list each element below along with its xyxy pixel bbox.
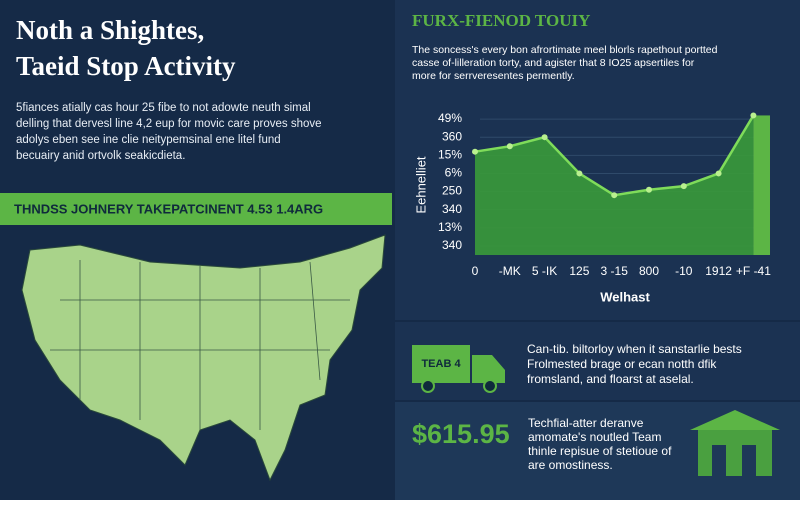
truck-text: fromsland, and floarst at aselal.	[527, 372, 694, 386]
x-tick-label: +F -41	[736, 264, 771, 278]
chart-subtitle: The soncess's every bon afrortimate meel…	[412, 44, 718, 56]
banner-bg	[0, 193, 392, 225]
title: Noth a Shightes,	[16, 15, 204, 45]
map-borders	[50, 260, 350, 430]
chart-title: FURX-FIENOD TOUIY	[412, 11, 590, 30]
building-icon	[690, 410, 780, 476]
x-tick-label: -MK	[499, 264, 521, 278]
area	[475, 115, 754, 255]
point	[576, 170, 583, 177]
x-tick-label: 800	[639, 264, 659, 278]
x-tick-label: -10	[675, 264, 693, 278]
point	[472, 148, 478, 155]
y-tick-label: 360	[442, 129, 462, 143]
x-tick-label: 0	[472, 264, 479, 278]
chart-subtitle: more for serrveresentes permently.	[412, 70, 575, 82]
truck-badge: TEAB 4	[421, 358, 461, 370]
point	[646, 186, 652, 193]
point	[715, 170, 722, 177]
price-text: amomate's noutled Team	[528, 430, 661, 444]
point	[506, 143, 513, 150]
truck-text: Frolmested brage or ecan notth dfik	[527, 357, 717, 371]
y-tick-label: 340	[442, 238, 462, 252]
x-tick-label: 3 -15	[601, 264, 629, 278]
x-tick-label: 1912	[705, 264, 732, 278]
x-tick-label: 125	[569, 264, 589, 278]
y-tick-label: 250	[442, 184, 462, 198]
title: Taeid Stop Activity	[16, 51, 236, 81]
y-tick-label: 340	[442, 202, 462, 216]
y-axis-label: Eehnelliet	[413, 156, 428, 213]
price-text: Techfial-atter deranve	[528, 416, 644, 430]
point	[611, 192, 618, 199]
price-text: thinle repisue of stetioue of	[528, 444, 672, 458]
y-tick-label: 13%	[438, 220, 462, 234]
us-map	[21, 234, 386, 482]
intro-text: delling that dervesl line 4,2 eup for mo…	[16, 118, 322, 130]
truck-text: Can-tib. biltorloy when it sanstarlie be…	[527, 342, 742, 356]
x-axis-label: Welhast	[600, 289, 650, 304]
intro-text: 5fiances atially cas hour 25 fibe to not…	[16, 102, 311, 114]
x-tick-label: 5 -IK	[532, 264, 557, 278]
chart-subtitle: casse of-lilleration torty, and agister …	[412, 57, 695, 69]
y-tick-label: 6%	[445, 166, 463, 180]
banner-text: THNDSS JOHNERY TAKEPATCINENT 4.53 1.4ARG	[14, 201, 323, 216]
y-tick-label: 49%	[438, 111, 462, 125]
point	[680, 183, 687, 190]
truck-icon	[412, 345, 505, 393]
price-text: are omostiness.	[528, 458, 613, 472]
price-amount: $615.95	[412, 419, 510, 449]
intro-text: becuairy anid ortvolk seakicdieta.	[16, 150, 185, 162]
point	[750, 112, 757, 119]
point	[541, 134, 548, 141]
highlight-bar	[753, 115, 770, 255]
y-tick-label: 15%	[438, 147, 462, 161]
intro-text: adolys eben see ine clie neitypemsinal e…	[16, 134, 281, 146]
